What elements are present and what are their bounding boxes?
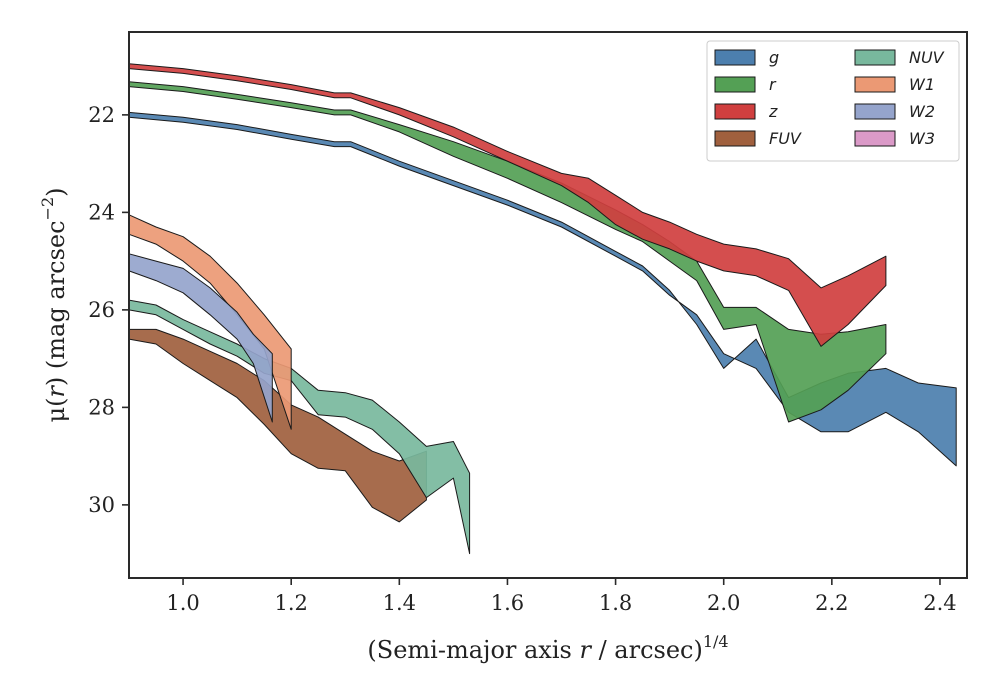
x-tick-label: 1.4 — [383, 591, 416, 615]
x-tick-label: 2.4 — [923, 591, 956, 615]
legend-swatch-z — [714, 103, 756, 120]
legend-swatch-g — [714, 49, 756, 66]
legend-label-fuv: FUV — [769, 129, 802, 148]
y-tick-label: 30 — [88, 493, 115, 517]
x-axis-title-power: 1/4 — [703, 632, 729, 651]
x-axis-title-prefix: (Semi-major axis — [367, 636, 579, 664]
legend-label-w3: W3 — [909, 129, 935, 148]
y-axis-title-power: −2 — [38, 197, 57, 221]
legend-swatch-r — [714, 76, 756, 93]
legend-label-w1: W1 — [909, 75, 935, 94]
legend-label-w2: W2 — [909, 102, 935, 121]
y-axis-title-suffix: ) (mag arcsec — [42, 220, 70, 386]
band-g — [128, 111, 957, 467]
legend-swatch-w2 — [854, 103, 896, 120]
band-w2 — [128, 253, 273, 423]
x-axis-title-suffix: / arcsec) — [591, 636, 703, 664]
x-tick-label: 1.6 — [491, 591, 524, 615]
x-axis-title: (Semi-major axis r / arcsec)1/4 — [367, 632, 728, 664]
band-fuv — [128, 328, 427, 523]
y-tick-label: 28 — [88, 395, 115, 419]
legend-swatch-w1 — [854, 76, 896, 93]
y-axis-title-close: ) — [42, 187, 70, 196]
y-axis-title-italic: r — [42, 385, 70, 398]
x-tick-label: 1.2 — [274, 591, 307, 615]
legend-swatch-nuv — [854, 49, 896, 66]
x-axis-title-italic: r — [579, 636, 592, 664]
legend-frame — [706, 40, 960, 162]
y-tick-label: 22 — [88, 103, 115, 127]
x-tick-label: 1.0 — [166, 591, 199, 615]
legend: grz FUV NUV W1 W2 W3 — [706, 40, 960, 162]
y-tick-label: 24 — [88, 200, 115, 224]
y-axis-title-prefix: μ( — [42, 398, 70, 423]
band-r — [128, 81, 887, 423]
legend-label-nuv: NUV — [909, 48, 945, 67]
y-tick-label: 26 — [88, 298, 115, 322]
x-tick-label: 1.8 — [599, 591, 632, 615]
legend-label-z: z — [768, 102, 778, 121]
profile-bands — [128, 63, 957, 555]
legend-swatch-fuv — [714, 130, 756, 147]
y-axis-title: μ(r) (mag arcsec−2) — [38, 187, 70, 422]
legend-swatch-w3 — [854, 130, 896, 147]
x-tick-label: 2.0 — [707, 591, 740, 615]
band-w1 — [128, 214, 292, 430]
plot-frame — [128, 31, 968, 579]
legend-label-r: r — [769, 75, 777, 94]
x-tick-label: 2.2 — [815, 591, 848, 615]
legend-label-g: g — [769, 48, 779, 67]
band-z — [128, 63, 887, 347]
axis-ticks: 1.0 1.2 1.4 1.6 1.8 2.0 2.2 2.4 22 24 26 28 30 — [88, 103, 956, 615]
